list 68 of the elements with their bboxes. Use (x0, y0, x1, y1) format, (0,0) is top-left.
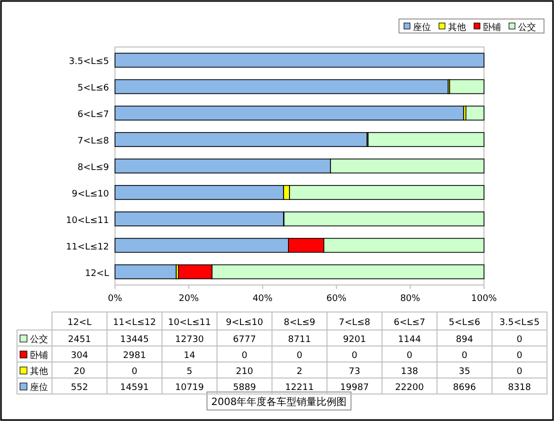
x-tick-label: 80% (400, 294, 421, 304)
data-label: 0 (406, 351, 413, 361)
data-label: 10719 (175, 383, 204, 393)
category-label: 7<L≤8 (338, 318, 371, 328)
y-tick-label: 5<L≤6 (77, 84, 110, 94)
category-label: 8<L≤9 (284, 318, 316, 328)
data-label: 20 (74, 367, 86, 377)
data-label: 12730 (175, 335, 204, 345)
data-label: 0 (516, 335, 523, 345)
data-label: 14591 (120, 383, 149, 393)
legend-label: 其他 (448, 22, 466, 33)
data-label: 22200 (395, 383, 424, 393)
legend-label: 卧铺 (30, 350, 48, 361)
data-label: 2981 (123, 351, 146, 361)
data-label: 9201 (343, 335, 366, 345)
data-label: 894 (456, 335, 474, 345)
category-label: 3.5<L≤5 (499, 318, 540, 328)
y-tick-label: 8<L≤9 (77, 163, 110, 173)
data-label: 0 (296, 351, 303, 361)
x-tick-label: 100% (471, 294, 498, 304)
data-label: 2 (296, 367, 302, 377)
data-label: 0 (132, 367, 138, 377)
legend-label: 公交 (30, 334, 48, 345)
x-tick-label: 60% (326, 294, 347, 304)
x-tick-label: 0% (108, 294, 123, 304)
data-label: 0 (352, 351, 358, 361)
data-label: 35 (458, 367, 470, 377)
legend-label: 座位 (413, 22, 431, 33)
data-label: 5889 (233, 383, 256, 393)
data-label: 138 (400, 367, 418, 377)
data-label: 304 (70, 351, 88, 361)
data-label: 14 (184, 351, 196, 361)
x-tick-label: 40% (252, 294, 274, 304)
category-label: 11<L≤12 (112, 318, 156, 328)
category-label: 10<L≤11 (168, 318, 212, 328)
category-label: 9<L≤10 (226, 318, 264, 328)
data-label: 5 (186, 367, 192, 377)
data-label: 19987 (340, 383, 369, 393)
y-tick-label: 10<L≤11 (66, 216, 109, 226)
data-label: 2451 (68, 335, 91, 345)
data-label: 6777 (233, 335, 256, 345)
data-label: 12211 (285, 383, 314, 393)
legend-label: 座位 (30, 382, 48, 393)
data-label: 73 (348, 367, 360, 377)
y-tick-label: 6<L≤7 (77, 110, 109, 120)
data-label: 13445 (120, 335, 149, 345)
y-tick-label: 9<L≤10 (72, 189, 110, 200)
text: 2008年年度各车型销量比例图 (211, 396, 347, 408)
legend-label: 公交 (518, 22, 536, 33)
y-tick-label: 3.5<L≤5 (68, 57, 109, 68)
data-label: 552 (70, 383, 88, 393)
data-label: 8318 (508, 383, 532, 393)
y-tick-label: 7<L≤8 (77, 136, 110, 147)
y-tick-label: 11<L≤12 (66, 242, 109, 252)
y-tick-label: 12<L (84, 268, 109, 279)
category-label: 6<L≤7 (394, 318, 426, 328)
legend-label: 其他 (30, 366, 48, 377)
data-label: 0 (516, 367, 523, 377)
x-tick-label: 20% (178, 294, 200, 304)
data-label: 0 (242, 351, 248, 361)
data-label: 210 (236, 367, 254, 377)
data-label: 1144 (398, 335, 422, 345)
data-label: 8696 (453, 383, 476, 393)
category-label: 5<L≤6 (448, 318, 481, 328)
data-label: 0 (516, 351, 523, 361)
legend-label: 卧铺 (483, 22, 501, 33)
data-label: 0 (462, 351, 468, 361)
data-label: 8711 (288, 335, 311, 345)
